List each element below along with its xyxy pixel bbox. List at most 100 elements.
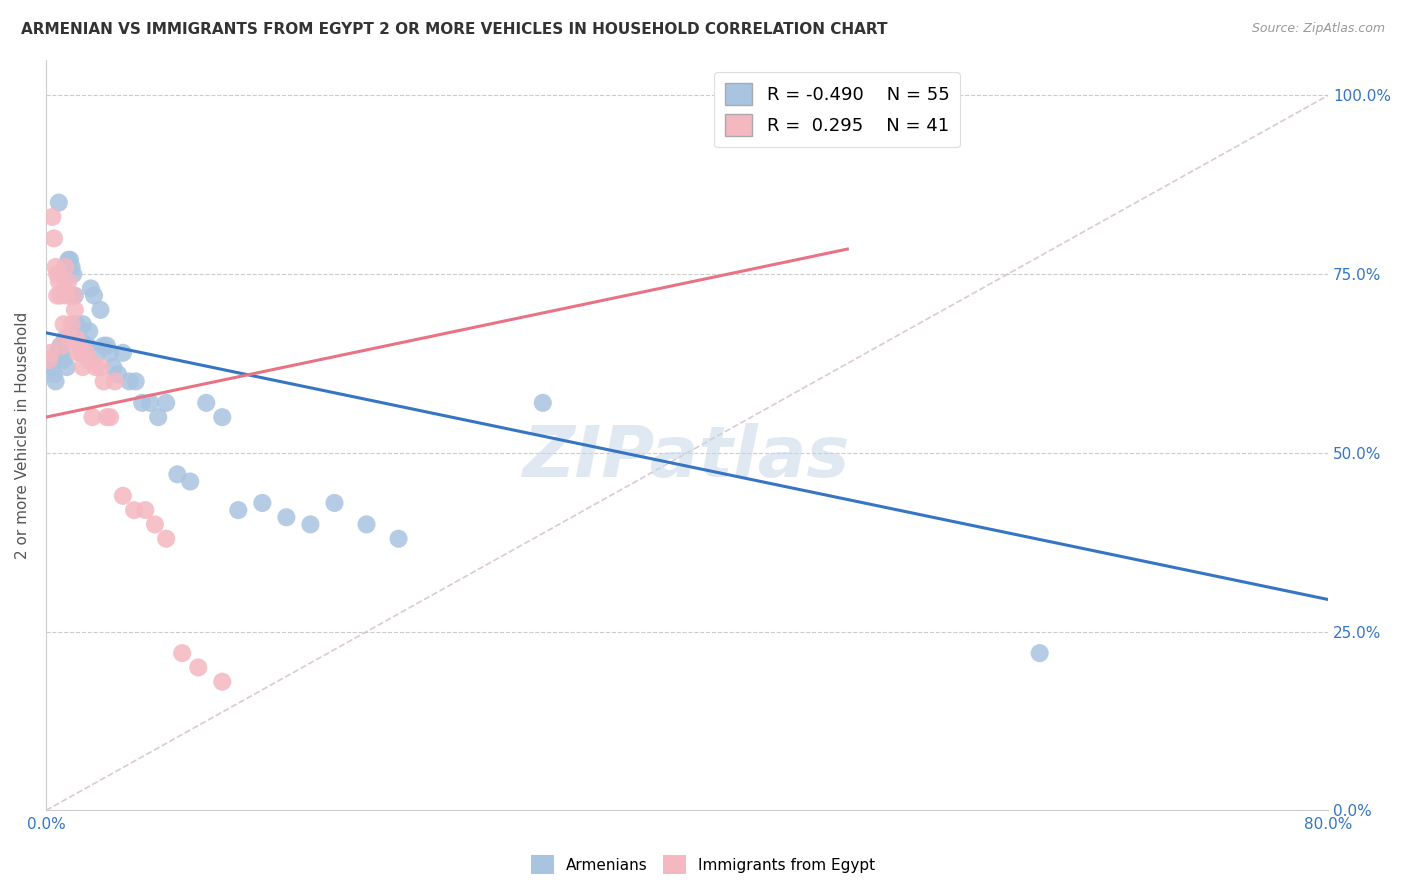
Point (77, 353, 100, 368)
Y-axis label: 2 or more Vehicles in Household: 2 or more Vehicles in Household (15, 311, 30, 558)
Point (80, 281, 103, 295)
Point (53, 331, 76, 345)
Point (46, 346, 69, 360)
Point (134, 503, 156, 517)
Point (1028, 646, 1050, 660)
Point (75, 346, 97, 360)
Point (172, 646, 194, 660)
Point (59, 331, 82, 345)
Point (125, 375, 148, 389)
Point (155, 396, 177, 410)
Point (69, 338, 91, 352)
Point (86, 346, 108, 360)
Point (179, 475, 201, 489)
Point (66, 346, 89, 360)
Point (96, 410, 118, 425)
Point (45, 260, 67, 274)
Point (41, 210, 63, 224)
Point (211, 410, 233, 425)
Point (155, 532, 177, 546)
Point (38, 353, 60, 368)
Point (276, 510, 298, 524)
Legend: Armenians, Immigrants from Egypt: Armenians, Immigrants from Egypt (524, 849, 882, 880)
Point (531, 396, 554, 410)
Point (48, 274, 70, 288)
Point (46, 288, 69, 302)
Point (42, 368, 65, 382)
Point (139, 396, 162, 410)
Point (39, 353, 62, 368)
Point (131, 396, 153, 410)
Text: ARMENIAN VS IMMIGRANTS FROM EGYPT 2 OR MORE VEHICLES IN HOUSEHOLD CORRELATION CH: ARMENIAN VS IMMIGRANTS FROM EGYPT 2 OR M… (21, 22, 887, 37)
Point (104, 375, 127, 389)
Point (195, 396, 218, 410)
Point (166, 467, 188, 482)
Point (89, 302, 111, 317)
Point (58, 274, 80, 288)
Point (53, 260, 76, 274)
Text: ZIPatlas: ZIPatlas (523, 423, 851, 492)
Point (58, 252, 80, 267)
Point (82, 410, 104, 425)
Point (39, 346, 62, 360)
Point (56, 360, 79, 375)
Point (323, 496, 346, 510)
Point (111, 489, 134, 503)
Point (84, 360, 107, 375)
Point (70, 338, 93, 352)
Point (146, 410, 169, 425)
Point (299, 517, 322, 532)
Point (387, 532, 409, 546)
Point (45, 375, 67, 389)
Point (46, 267, 69, 281)
Point (356, 517, 378, 532)
Point (53, 281, 76, 295)
Point (66, 324, 89, 338)
Point (211, 674, 233, 689)
Point (252, 496, 274, 510)
Point (49, 288, 72, 302)
Point (89, 360, 111, 375)
Point (226, 503, 249, 517)
Point (59, 252, 82, 267)
Point (98, 410, 121, 425)
Point (93, 338, 115, 352)
Point (62, 267, 84, 281)
Point (60, 288, 83, 302)
Point (51, 338, 73, 352)
Point (98, 346, 121, 360)
Point (122, 503, 145, 517)
Text: Source: ZipAtlas.com: Source: ZipAtlas.com (1251, 22, 1385, 36)
Point (118, 375, 141, 389)
Point (70, 346, 93, 360)
Point (83, 288, 105, 302)
Point (51, 346, 73, 360)
Point (41, 360, 63, 375)
Point (72, 360, 94, 375)
Point (103, 360, 125, 375)
Point (60, 260, 83, 274)
Point (52, 353, 75, 368)
Point (76, 338, 98, 352)
Point (73, 346, 96, 360)
Point (93, 375, 115, 389)
Point (69, 331, 91, 345)
Point (65, 331, 87, 345)
Point (96, 338, 118, 352)
Legend: R = -0.490    N = 55, R =  0.295    N = 41: R = -0.490 N = 55, R = 0.295 N = 41 (714, 72, 960, 147)
Point (56, 288, 79, 302)
Point (63, 288, 86, 302)
Point (48, 195, 70, 210)
Point (65, 317, 87, 331)
Point (107, 368, 129, 382)
Point (75, 346, 97, 360)
Point (62, 288, 84, 302)
Point (143, 517, 166, 532)
Point (49, 338, 72, 352)
Point (63, 302, 86, 317)
Point (77, 324, 100, 338)
Point (187, 660, 209, 674)
Point (52, 317, 75, 331)
Point (60, 317, 83, 331)
Point (42, 231, 65, 245)
